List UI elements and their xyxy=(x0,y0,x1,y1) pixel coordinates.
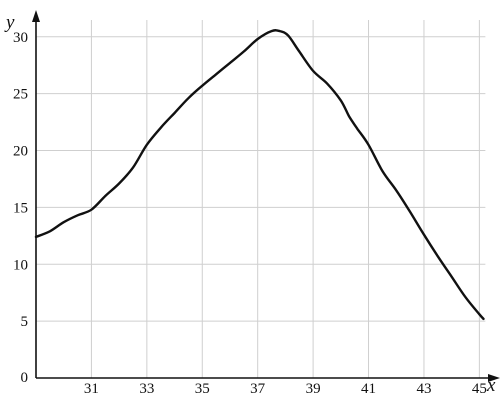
x-axis-label: x xyxy=(486,375,496,394)
x-tick-label: 43 xyxy=(416,381,431,394)
y-tick-label: 10 xyxy=(13,257,28,273)
x-tick-label: 45 xyxy=(472,381,487,394)
x-tick-label: 41 xyxy=(361,381,376,394)
origin-label: 0 xyxy=(21,370,29,386)
y-tick-label: 30 xyxy=(13,30,28,46)
data-curve xyxy=(34,29,485,321)
y-axis-label: y xyxy=(4,12,15,33)
y-axis-arrow xyxy=(32,10,40,22)
x-tick-label: 35 xyxy=(195,381,210,394)
x-tick-labels: 31 33 35 37 39 41 43 45 xyxy=(84,381,487,394)
y-tick-label: 20 xyxy=(13,144,28,160)
x-axis-arrow xyxy=(488,374,500,382)
x-tick-label: 37 xyxy=(250,381,266,394)
y-tick-label: 5 xyxy=(21,314,29,330)
y-tick-labels: 5 10 15 20 25 30 xyxy=(13,30,28,330)
x-tick-label: 33 xyxy=(139,381,154,394)
y-tick-label: 25 xyxy=(13,87,28,103)
x-tick-label: 31 xyxy=(84,381,99,394)
x-tick-label: 39 xyxy=(306,381,321,394)
y-tick-label: 15 xyxy=(13,200,28,216)
